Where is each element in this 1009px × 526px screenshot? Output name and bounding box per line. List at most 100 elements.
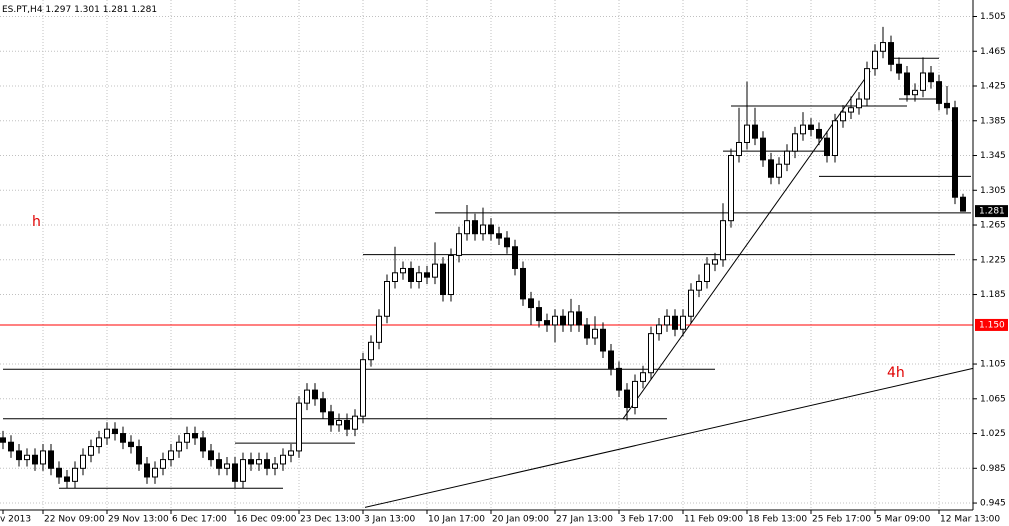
candle-body: [952, 107, 958, 198]
candle-body: [144, 463, 150, 478]
candle-body: [48, 450, 54, 469]
candle-body: [536, 307, 542, 322]
candle-body: [800, 124, 806, 135]
axis-labels: 1.505 1.465 1.425 1.385 1.345 1.305 1.265 1.225…: [0, 12, 1008, 525]
candle-body: [304, 389, 310, 404]
header-high: 1.301: [74, 5, 100, 15]
candle-body: [848, 107, 854, 113]
trendline: [364, 367, 974, 508]
candle-body: [648, 333, 654, 374]
candle-body: [184, 433, 190, 443]
candle-body: [104, 428, 110, 439]
candle-body: [784, 150, 790, 165]
candle-body: [72, 467, 78, 482]
candle-body: [872, 50, 878, 70]
y-tick-label: 1.305: [980, 186, 1006, 196]
candle-body: [88, 446, 94, 456]
candle-body: [312, 389, 318, 400]
candle-body: [888, 42, 894, 65]
candle-body: [600, 328, 606, 352]
candle-body: [344, 420, 350, 430]
candles: [0, 26, 966, 489]
candle-body: [192, 433, 198, 439]
candle-body: [424, 272, 430, 278]
x-tick-label: 23 Dec 13:00: [300, 515, 361, 525]
candle-body: [440, 263, 446, 296]
candle-body: [272, 463, 278, 469]
candle-body: [776, 163, 782, 178]
candle-body: [432, 263, 438, 278]
candle-body: [512, 246, 518, 269]
candle-body: [384, 280, 390, 317]
y-tick-label: 1.185: [980, 290, 1006, 300]
candle-body: [696, 280, 702, 291]
candle-body: [336, 420, 342, 426]
candle-body: [760, 137, 766, 161]
bid-label-box: [975, 205, 1008, 218]
candle-body: [576, 311, 582, 326]
candle-body: [32, 454, 38, 465]
candle-body: [256, 459, 262, 465]
candle-body: [768, 159, 774, 178]
candle-body: [896, 63, 902, 74]
x-tick-label: v 2013: [0, 515, 31, 525]
candle-body: [232, 463, 238, 482]
candle-body: [96, 437, 102, 448]
y-tick-label: 1.465: [980, 47, 1006, 57]
candle-body: [904, 72, 910, 96]
candle-body: [928, 72, 934, 83]
candle-body: [64, 476, 70, 482]
candle-body: [632, 380, 638, 408]
candle-body: [448, 254, 454, 296]
header-open: 1.297: [45, 5, 71, 15]
candle-body: [16, 450, 22, 461]
candle-body: [672, 315, 678, 330]
candle-body: [520, 267, 526, 300]
candle-body: [352, 415, 358, 430]
candle-body: [296, 402, 302, 452]
candle-body: [824, 137, 830, 157]
candle-body: [320, 398, 326, 413]
candle-body: [528, 298, 534, 309]
candle-body: [216, 459, 222, 469]
candle-body: [416, 272, 422, 282]
x-tick-label: 11 Feb 09:00: [684, 515, 743, 525]
candle-body: [464, 220, 470, 235]
candle-body: [816, 128, 822, 139]
candle-body: [480, 224, 486, 235]
candle-body: [408, 267, 414, 282]
annotation: 4h: [887, 365, 905, 381]
candle-body: [208, 450, 214, 461]
candle-body: [584, 324, 590, 339]
candle-body: [264, 459, 270, 469]
y-tick-label: 1.505: [980, 12, 1006, 22]
x-tick-label: 5 Mar 09:00: [876, 515, 931, 525]
candle-body: [792, 133, 798, 152]
candle-body: [616, 367, 622, 391]
x-tick-label: 3 Jan 13:00: [364, 515, 416, 525]
y-tick-label: 0.985: [980, 464, 1006, 474]
candle-body: [288, 450, 294, 456]
candle-body: [24, 454, 30, 461]
y-tick-label: 1.425: [980, 82, 1006, 92]
x-tick-label: 29 Nov 13:00: [108, 515, 169, 525]
candle-body: [744, 124, 750, 143]
candle-body: [680, 315, 686, 330]
candle-body: [488, 224, 494, 235]
candle-body: [728, 155, 734, 222]
candle-body: [640, 372, 646, 382]
candle-body: [856, 98, 862, 109]
candle-body: [960, 196, 966, 212]
candle-body: [552, 315, 558, 326]
x-tick-label: 20 Jan 09:00: [492, 515, 549, 525]
candle-body: [128, 441, 134, 448]
x-tick-label: 3 Feb 17:00: [620, 515, 674, 525]
candle-body: [688, 289, 694, 317]
candle-body: [592, 328, 598, 339]
candle-body: [656, 324, 662, 335]
y-tick-label: 1.385: [980, 116, 1006, 126]
candle-body: [8, 441, 14, 452]
candle-body: [936, 81, 942, 104]
candle-body: [912, 89, 918, 96]
